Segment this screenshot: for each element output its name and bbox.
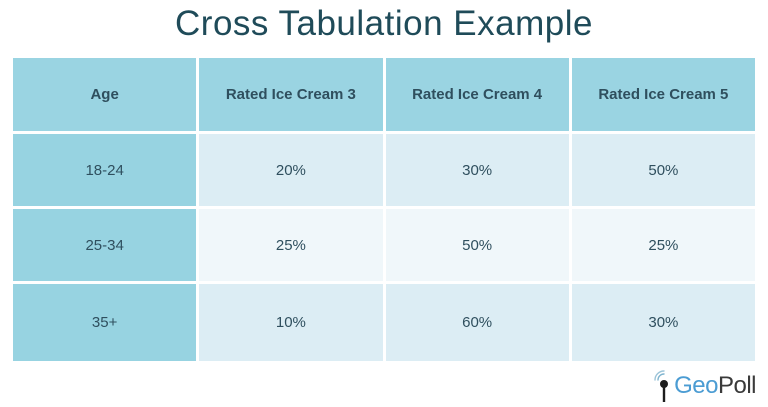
data-cell: 60% xyxy=(385,284,569,361)
column-header-age: Age xyxy=(13,58,197,131)
page-title: Cross Tabulation Example xyxy=(175,4,593,43)
data-cell: 20% xyxy=(199,134,383,206)
row-label: 35+ xyxy=(13,284,197,361)
data-cell: 50% xyxy=(571,134,755,206)
geopoll-logo: Geo Poll xyxy=(651,369,757,403)
cross-tabulation-table: Age Rated Ice Cream 3 Rated Ice Cream 4 … xyxy=(13,58,755,361)
data-cell: 30% xyxy=(571,284,755,361)
signal-pin-icon xyxy=(654,370,669,402)
column-header-rated-4: Rated Ice Cream 4 xyxy=(385,58,569,131)
data-cell: 25% xyxy=(571,209,755,281)
data-cell: 50% xyxy=(385,209,569,281)
logo-text-geo: Geo xyxy=(674,372,718,399)
logo-text-poll: Poll xyxy=(717,372,757,399)
row-label: 25-34 xyxy=(13,209,197,281)
data-cell: 25% xyxy=(199,209,383,281)
column-header-rated-3: Rated Ice Cream 3 xyxy=(199,58,383,131)
column-header-rated-5: Rated Ice Cream 5 xyxy=(571,58,755,131)
data-cell: 30% xyxy=(385,134,569,206)
data-cell: 10% xyxy=(199,284,383,361)
row-label: 18-24 xyxy=(13,134,197,206)
